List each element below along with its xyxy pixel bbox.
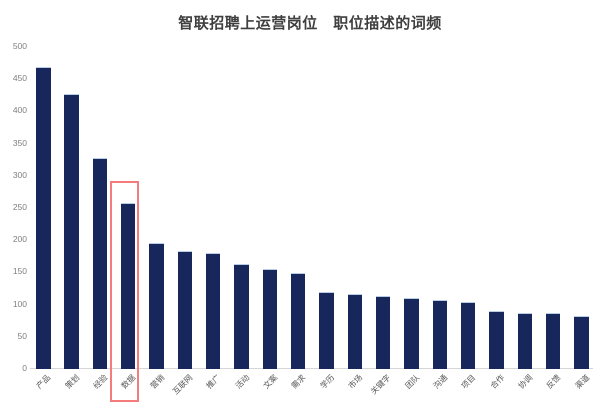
bar-文案	[262, 268, 278, 369]
y-tick-50: 50	[17, 330, 27, 341]
x-tick-策划: 策划	[63, 373, 81, 391]
x-tick-渠道: 渠道	[573, 373, 591, 391]
x-tick-反馈: 反馈	[544, 373, 563, 391]
y-tick-400: 400	[12, 105, 27, 116]
x-tick-需求: 需求	[289, 373, 308, 391]
x-tick-协调: 协调	[516, 373, 535, 391]
y-tick-500: 500	[12, 41, 27, 51]
y-tick-250: 250	[12, 202, 27, 212]
highlight-box	[110, 181, 139, 402]
bar-经验	[92, 158, 108, 369]
bar-营销	[149, 243, 164, 369]
bar-活动	[234, 263, 249, 369]
bar-产品	[36, 67, 51, 369]
x-tick-推广: 推广	[204, 373, 223, 391]
bar-渠道	[574, 315, 589, 369]
x-tick-学历: 学历	[318, 373, 336, 391]
bar-数据	[120, 203, 136, 369]
bar-关键字	[375, 295, 391, 369]
x-tick-关键字: 关键字	[369, 373, 393, 397]
x-tick-合作: 合作	[488, 373, 506, 391]
bar-反馈	[545, 313, 561, 369]
bar-互联网	[177, 251, 193, 369]
chart-title: 智联招聘上运营岗位 职位描述的词频	[178, 15, 442, 32]
bar-策划	[64, 94, 79, 369]
x-tick-团队: 团队	[403, 373, 421, 391]
x-tick-活动: 活动	[233, 373, 251, 391]
y-tick-450: 450	[12, 73, 27, 84]
y-tick-300: 300	[12, 169, 27, 180]
y-tick-350: 350	[12, 137, 27, 148]
y-tick-150: 150	[12, 266, 27, 277]
x-tick-沟通: 沟通	[431, 373, 450, 391]
x-tick-经验: 经验	[91, 373, 110, 391]
x-axis-line	[30, 368, 593, 369]
bar-市场	[347, 293, 363, 369]
bar-团队	[404, 297, 419, 369]
y-tick-100: 100	[12, 298, 27, 309]
x-tick-产品: 产品	[34, 373, 53, 391]
y-tick-200: 200	[12, 234, 27, 245]
bar-沟通	[432, 299, 448, 369]
bar-项目	[460, 302, 476, 369]
x-tick-市场: 市场	[346, 373, 365, 391]
x-tick-文案: 文案	[261, 373, 280, 391]
bar-推广	[205, 252, 221, 369]
y-tick-0: 0	[22, 363, 27, 373]
bar-协调	[517, 312, 533, 369]
bar-学历	[319, 292, 334, 369]
x-tick-互联网: 互联网	[170, 373, 195, 397]
x-tick-营销: 营销	[148, 373, 166, 391]
bar-合作	[489, 311, 504, 369]
bar-需求	[290, 273, 306, 369]
x-tick-项目: 项目	[459, 373, 478, 391]
